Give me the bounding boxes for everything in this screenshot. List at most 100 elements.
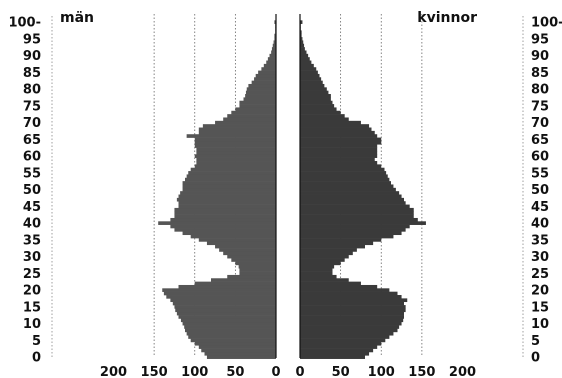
age-tick-left: 80 xyxy=(23,83,41,98)
bar-men-age-28 xyxy=(235,261,277,266)
bar-men-age-79 xyxy=(245,90,276,95)
bar-women-age-90 xyxy=(300,53,309,58)
bar-men-age-78 xyxy=(245,94,277,98)
bar-women-age-4 xyxy=(300,341,382,346)
x-tick-men: 0 xyxy=(271,365,280,378)
x-tick-men: 150 xyxy=(141,365,168,378)
bar-men-age-94 xyxy=(273,40,276,45)
bar-women-age-25 xyxy=(300,271,333,276)
bar-women-age-3 xyxy=(300,345,378,349)
bar-women-age-0 xyxy=(300,355,365,359)
age-tick-right: 65 xyxy=(531,133,549,148)
bar-women-age-29 xyxy=(300,258,345,262)
bar-women-age-49 xyxy=(300,191,400,195)
bar-men-age-93 xyxy=(272,43,276,48)
bar-women-age-39 xyxy=(300,224,410,229)
age-tick-left: 45 xyxy=(23,200,41,215)
bar-women-age-23 xyxy=(300,278,349,282)
bar-women-age-83 xyxy=(300,77,322,81)
bar-women-age-48 xyxy=(300,194,402,199)
age-tick-left: 100- xyxy=(8,16,41,31)
bar-women-age-33 xyxy=(300,244,365,249)
bar-women-age-59 xyxy=(300,157,375,162)
age-tick-right: 40 xyxy=(531,217,549,232)
bar-men-age-39 xyxy=(170,224,277,229)
age-tick-left: 60 xyxy=(23,150,41,165)
bar-women-age-35 xyxy=(300,238,382,242)
x-tick-women: 200 xyxy=(449,365,476,378)
age-tick-left: 35 xyxy=(23,233,41,248)
bar-women-age-65 xyxy=(300,137,382,142)
age-tick-left: 20 xyxy=(23,284,41,299)
bar-women-age-60 xyxy=(300,154,378,158)
bar-men-age-86 xyxy=(261,67,277,71)
bar-women-age-50 xyxy=(300,187,396,192)
bar-women-age-84 xyxy=(300,73,320,78)
bar-men-age-61 xyxy=(196,150,277,155)
bar-men-age-36 xyxy=(190,234,276,239)
bar-men-age-0 xyxy=(206,355,276,359)
bar-women-age-76 xyxy=(300,100,333,105)
age-tick-right: 5 xyxy=(531,334,540,349)
age-tick-right: 80 xyxy=(531,83,549,98)
bar-women-age-37 xyxy=(300,231,402,236)
bar-men-age-80 xyxy=(246,87,276,91)
bar-women-age-71 xyxy=(300,117,349,122)
bar-men-age-46 xyxy=(178,201,276,205)
bar-women-age-45 xyxy=(300,204,410,209)
bar-men-age-48 xyxy=(178,194,276,199)
bar-women-age-100 xyxy=(300,20,303,24)
bar-women-age-91 xyxy=(300,50,307,55)
bar-women-age-54 xyxy=(300,174,388,179)
bar-women-age-86 xyxy=(300,67,317,71)
bar-men-age-57 xyxy=(194,164,276,169)
bars-men xyxy=(158,20,277,359)
bar-men-age-5 xyxy=(190,338,276,343)
bar-men-age-85 xyxy=(258,70,277,75)
bar-women-age-57 xyxy=(300,164,382,169)
bar-men-age-9 xyxy=(184,325,276,329)
bar-women-age-14 xyxy=(300,308,406,313)
age-tick-right: 90 xyxy=(531,49,549,64)
bar-women-age-47 xyxy=(300,197,404,202)
age-tick-left: 55 xyxy=(23,166,41,181)
bar-women-age-19 xyxy=(300,291,398,296)
bar-men-age-75 xyxy=(239,104,276,108)
bar-men-age-67 xyxy=(198,130,276,135)
bar-men-age-21 xyxy=(178,284,276,289)
bar-men-age-17 xyxy=(170,298,277,303)
age-tick-left: 85 xyxy=(23,66,41,81)
bar-men-age-89 xyxy=(267,57,277,61)
age-tick-left: 70 xyxy=(23,116,41,131)
bar-men-age-13 xyxy=(176,311,277,316)
bar-women-age-43 xyxy=(300,211,414,215)
bar-men-age-15 xyxy=(174,305,276,309)
bar-men-age-41 xyxy=(170,217,277,222)
bar-men-age-23 xyxy=(211,278,276,282)
bar-men-age-43 xyxy=(174,211,276,215)
bar-men-age-8 xyxy=(185,328,276,333)
bar-men-age-27 xyxy=(238,264,277,269)
bar-women-age-41 xyxy=(300,217,418,222)
bar-women-age-88 xyxy=(300,60,312,65)
bar-men-age-19 xyxy=(163,291,277,296)
bar-women-age-85 xyxy=(300,70,318,75)
bar-men-age-56 xyxy=(190,167,276,172)
bar-women-age-12 xyxy=(300,315,404,319)
age-tick-right: 0 xyxy=(531,351,540,366)
bar-women-age-9 xyxy=(300,325,400,329)
bar-women-age-7 xyxy=(300,331,394,336)
x-tick-women: 0 xyxy=(295,365,304,378)
bar-women-age-73 xyxy=(300,110,341,115)
bar-men-age-34 xyxy=(206,241,276,246)
bar-women-age-95 xyxy=(300,37,303,41)
bar-men-age-71 xyxy=(223,117,276,122)
bar-women-age-55 xyxy=(300,171,387,175)
bar-men-age-83 xyxy=(254,77,276,81)
age-tick-left: 75 xyxy=(23,99,41,114)
bar-women-age-81 xyxy=(300,83,325,88)
bar-men-age-50 xyxy=(182,187,276,192)
bar-women-age-72 xyxy=(300,114,345,118)
bar-women-age-22 xyxy=(300,281,361,286)
bar-men-age-90 xyxy=(269,53,276,58)
